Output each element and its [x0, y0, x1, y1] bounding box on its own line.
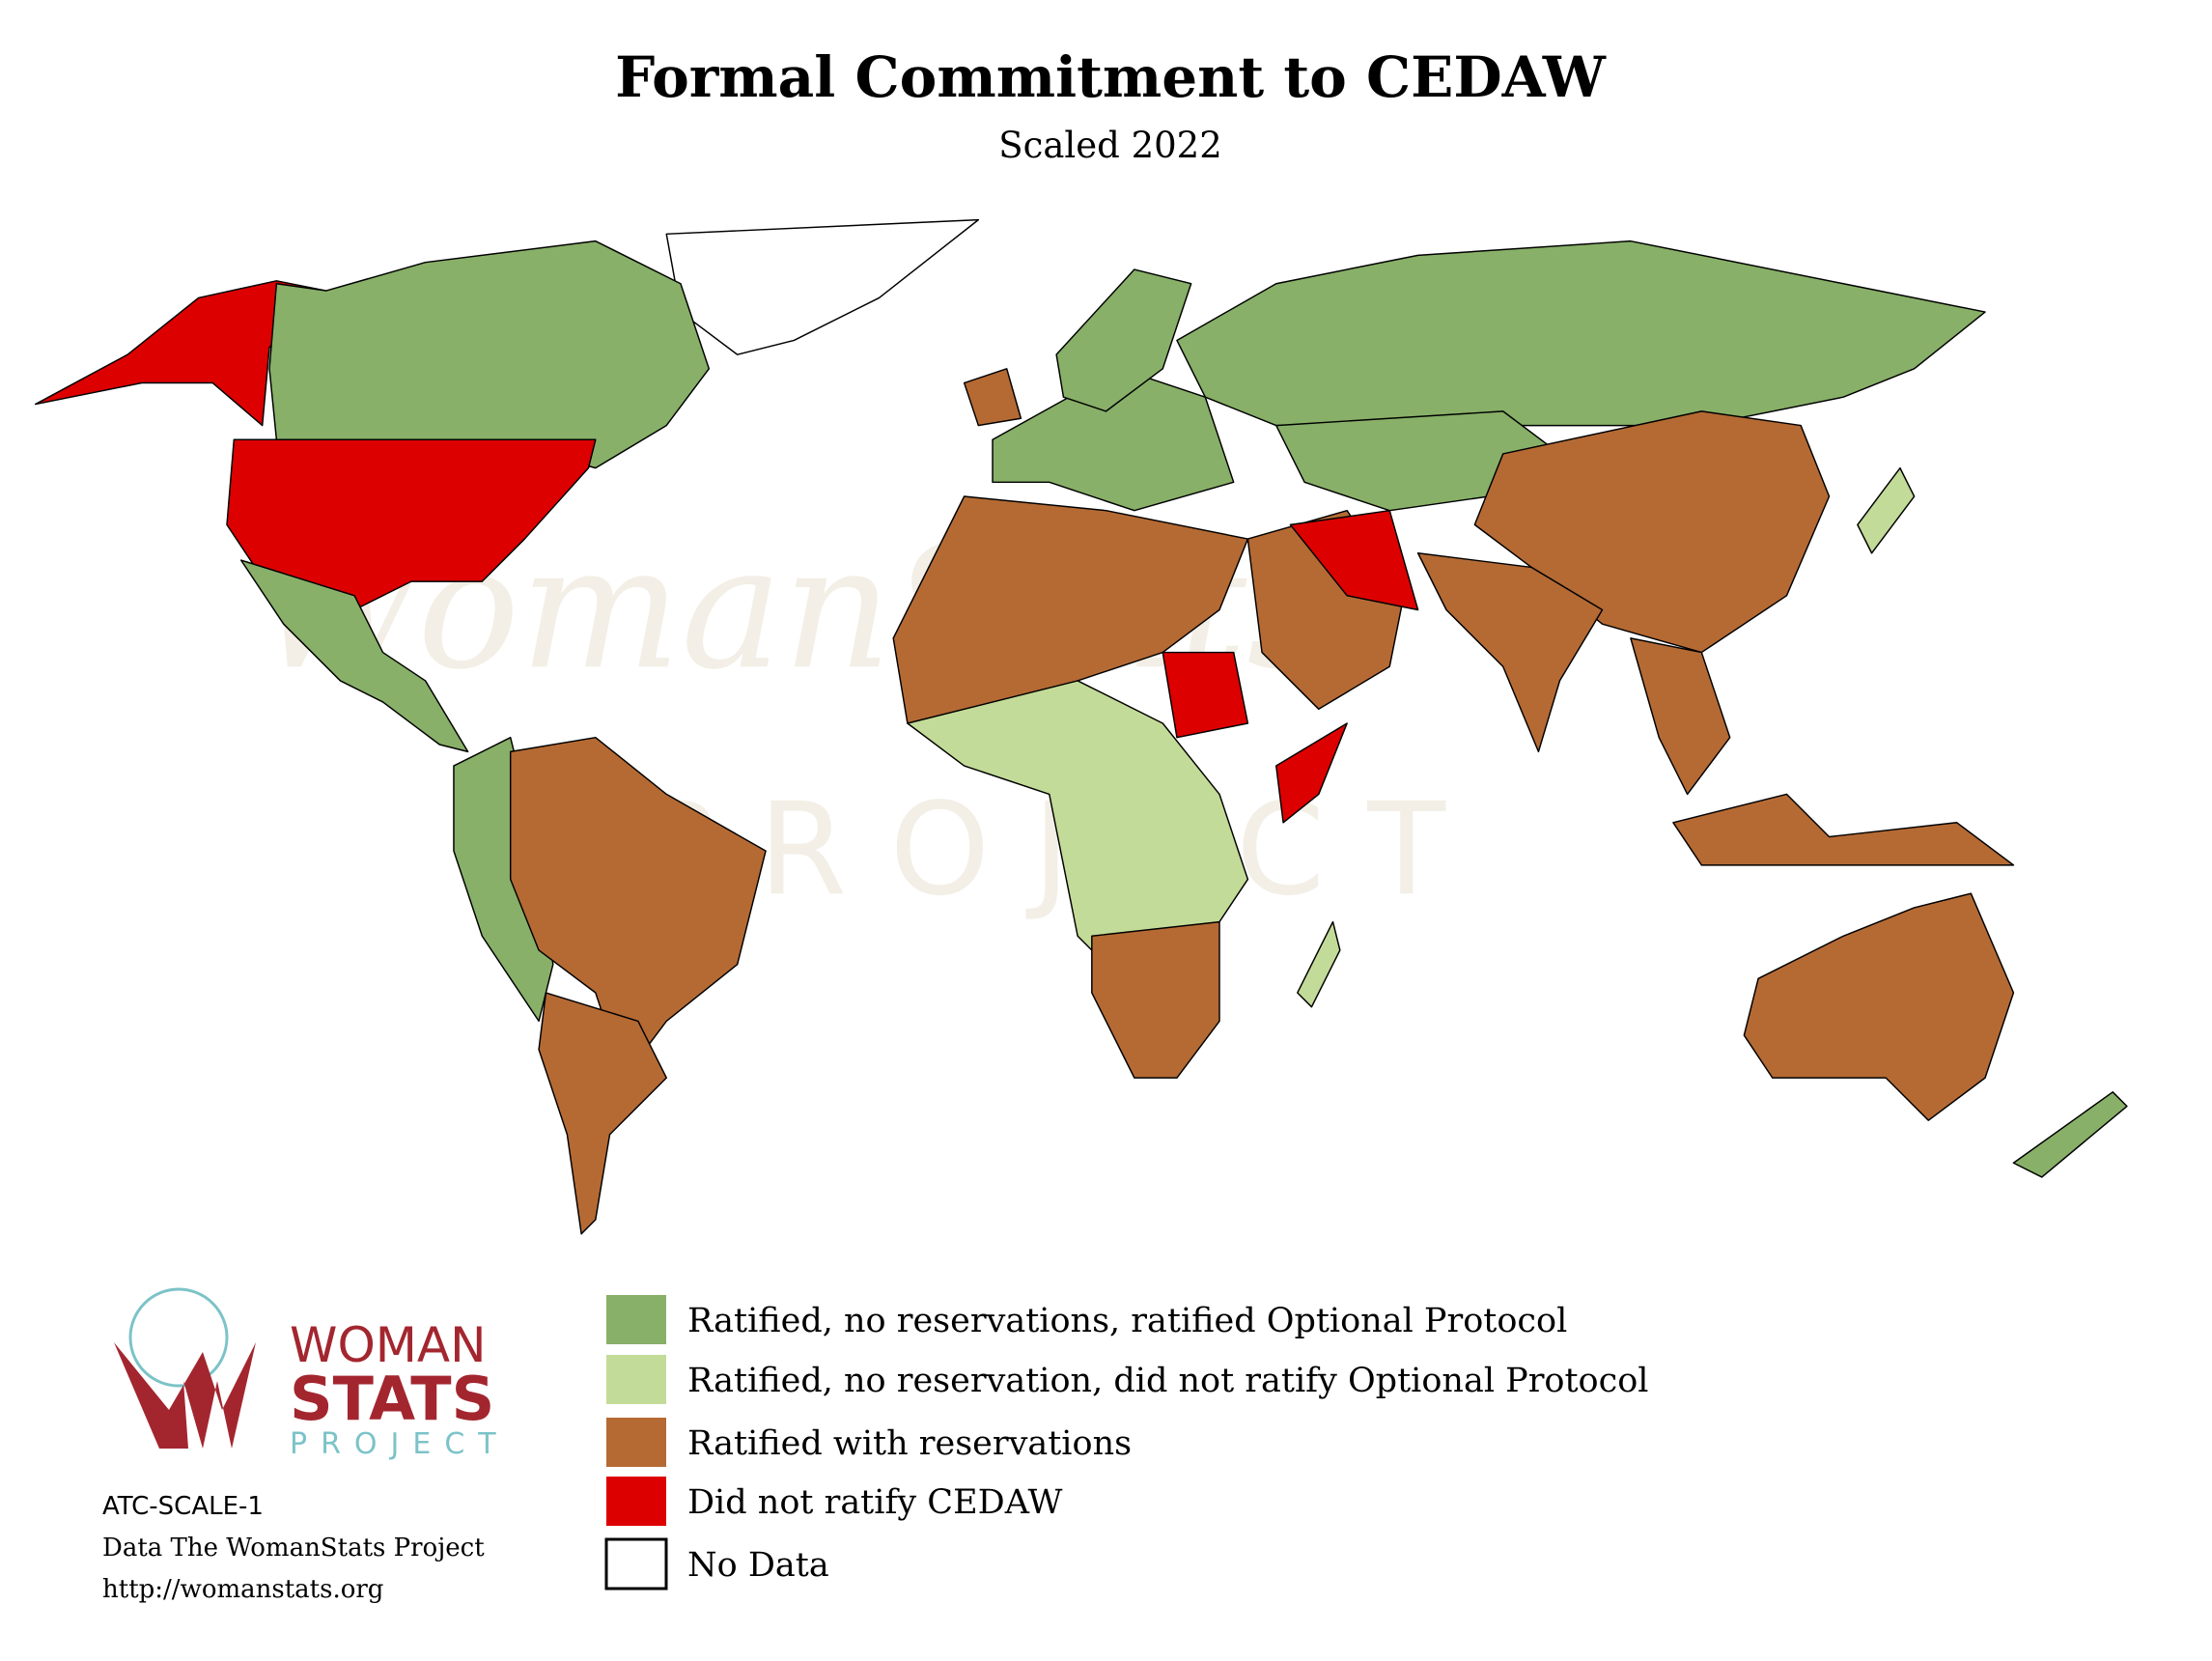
usa: [226, 438, 597, 611]
legend-label: No Data: [687, 1546, 829, 1585]
logo-text: PROJECT: [290, 1427, 510, 1461]
legend-label: Ratified with reservations: [687, 1424, 1132, 1463]
greenland: [665, 218, 980, 355]
madagascar: [1297, 920, 1341, 1008]
logo-hands: [114, 1342, 256, 1449]
uk: [963, 368, 1022, 427]
somalia: [1275, 722, 1348, 824]
india: [1416, 552, 1604, 753]
japan: [1857, 466, 1916, 554]
scandinavia: [1055, 268, 1192, 412]
legend-swatch: [604, 1537, 668, 1591]
central-america: [239, 559, 469, 753]
southeast-asia: [1630, 637, 1731, 796]
new-zealand: [2012, 1091, 2128, 1178]
subtitle: Scaled 2022: [998, 125, 1221, 166]
sudan: [1162, 651, 1249, 739]
canada: [268, 239, 711, 469]
legend-swatch: [606, 1295, 666, 1344]
logo-text: STATS: [290, 1364, 494, 1434]
legend: Ratified, no reservations, ratified Opti…: [604, 1295, 1649, 1591]
argentina: [538, 992, 667, 1235]
logo-text: WOMAN: [290, 1317, 487, 1373]
legend-swatch: [606, 1477, 666, 1526]
title: Formal Commitment to CEDAW: [615, 44, 1607, 110]
logo: WOMAN STATS PROJECT: [114, 1287, 510, 1461]
footer-source: Data The WomanStats Project: [102, 1534, 485, 1562]
indonesia: [1672, 793, 2015, 866]
legend-label: Ratified, no reservations, ratified Opti…: [687, 1302, 1567, 1340]
southern-africa: [1091, 920, 1220, 1079]
legend-label: Did not ratify CEDAW: [687, 1483, 1063, 1522]
logo-globe: [128, 1287, 229, 1388]
world-map: WomanStats PROJECT: [34, 218, 2128, 1235]
iran: [1289, 509, 1419, 611]
legend-label: Ratified, no reservation, did not ratify…: [687, 1362, 1649, 1400]
legend-swatch: [606, 1418, 666, 1467]
russia: [1176, 239, 1986, 427]
legend-swatch: [606, 1355, 666, 1404]
footer-code: ATC-SCALE-1: [102, 1492, 264, 1521]
brazil: [509, 736, 767, 1079]
footer-url: http://womanstats.org: [102, 1575, 383, 1604]
australia: [1743, 892, 2015, 1121]
